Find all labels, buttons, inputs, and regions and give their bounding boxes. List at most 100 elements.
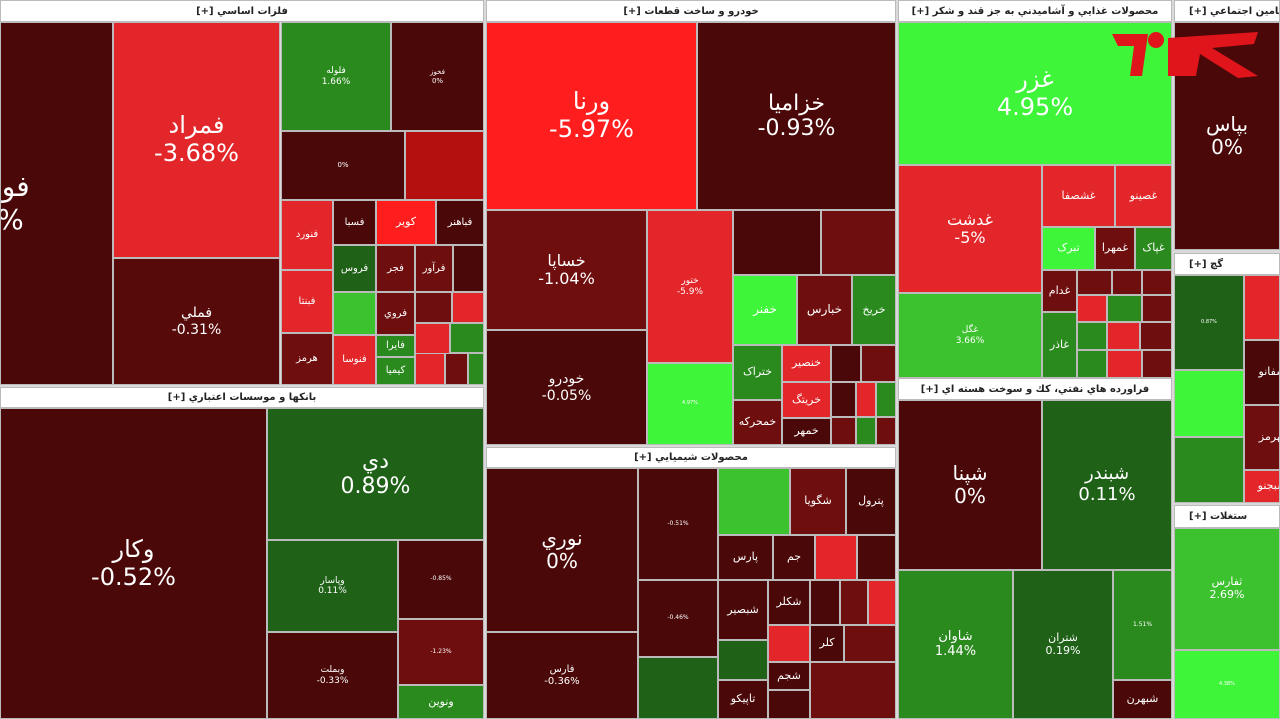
tile[interactable]: فولاد0%	[0, 22, 113, 385]
tile[interactable]: خمهر	[782, 418, 831, 445]
tile[interactable]: خريخ	[852, 275, 896, 345]
tile[interactable]: فنورد	[281, 200, 333, 270]
tile[interactable]: ورنا -5.97%	[486, 22, 697, 210]
tile[interactable]: فمراد -3.68%	[113, 22, 280, 258]
tile[interactable]: -1.23%	[398, 619, 484, 685]
tile[interactable]: فرآور	[415, 245, 453, 292]
tile[interactable]: شگويا	[790, 468, 846, 535]
tile[interactable]: فنوسا	[333, 335, 376, 385]
sector-title[interactable]: گچ [+]	[1174, 253, 1280, 275]
sector-title[interactable]: بانکها و موسسات اعتباري [+]	[0, 387, 484, 408]
tile[interactable]: خودرو -0.05%	[486, 330, 647, 445]
tile[interactable]: وپاسار 0.11%	[267, 540, 398, 632]
tile[interactable]: فبنتا	[281, 270, 333, 333]
tile[interactable]: کویر	[376, 200, 436, 245]
tile[interactable]: هرمز	[281, 333, 333, 385]
tile-blank	[452, 292, 484, 323]
tile[interactable]: ثفارس 2.69%	[1174, 528, 1280, 650]
ticker: شبصير	[727, 602, 759, 616]
sector-title-text: فراورده هاي نفتي، كك و سوخت هسته اي [+]	[920, 383, 1150, 395]
tile[interactable]: فجر	[376, 245, 415, 292]
tile[interactable]: -0.46%	[638, 580, 718, 657]
tile[interactable]: شکلر	[768, 580, 810, 625]
tile[interactable]: -0.85%	[398, 540, 484, 619]
tile[interactable]: تبرک	[1042, 227, 1095, 270]
sector-title[interactable]: محصولات غذايي و آشاميدني به جز قند و شکر…	[898, 0, 1172, 22]
tile[interactable]: فخوز 0%	[391, 22, 484, 131]
change: 4.97%	[682, 400, 698, 407]
change: 3.66%	[955, 335, 985, 346]
tile-blank	[1107, 322, 1140, 350]
tile[interactable]: تاپيکو	[718, 680, 768, 719]
tile[interactable]: خريتگ	[782, 382, 831, 418]
tile[interactable]: ختراک	[733, 345, 782, 400]
tile[interactable]: شجم	[768, 662, 810, 690]
ticker: شجم	[777, 668, 801, 682]
tile[interactable]: فباهنر	[436, 200, 484, 245]
tile[interactable]: پارس	[718, 535, 773, 580]
tile[interactable]: فلوله 1.66%	[281, 22, 391, 131]
tile[interactable]: غمهرا	[1095, 227, 1135, 270]
tile[interactable]: نوري 0%	[486, 468, 638, 632]
change: 0%	[1211, 135, 1243, 159]
tile-blank	[1174, 370, 1244, 437]
sector-title[interactable]: فلزات اساسي [+]	[0, 0, 484, 22]
tile[interactable]: کلر	[810, 625, 844, 662]
tile[interactable]: 0%	[281, 131, 405, 200]
tile[interactable]: فارس -0.36%	[486, 632, 638, 719]
tile[interactable]: فايرا	[376, 335, 415, 357]
tile[interactable]: غصينو	[1115, 165, 1172, 227]
tile[interactable]: غاذر	[1042, 312, 1077, 378]
tile[interactable]: غدام	[1042, 270, 1077, 312]
tile[interactable]: غشصفا	[1042, 165, 1115, 227]
sector-title[interactable]: خودرو و ساخت قطعات [+]	[486, 0, 896, 22]
tile[interactable]: خفنر	[733, 275, 797, 345]
tile-blank	[857, 535, 896, 580]
tile[interactable]: شاوان 1.44%	[898, 570, 1013, 719]
sector-title[interactable]: رتامين اجتماعي [+]	[1174, 0, 1280, 22]
change: -1.04%	[538, 269, 595, 288]
tile[interactable]: بهرمز	[1244, 405, 1280, 470]
tile[interactable]: ونوين	[398, 685, 484, 719]
tile[interactable]: خزاميا -0.93%	[697, 22, 896, 210]
sector-title[interactable]: محصولات شيميايي [+]	[486, 447, 896, 468]
tile[interactable]: خساپا -1.04%	[486, 210, 647, 330]
tile[interactable]: شپنا 0%	[898, 400, 1042, 570]
tile[interactable]: خبارس	[797, 275, 852, 345]
ticker: غپاک	[1142, 241, 1165, 255]
tile[interactable]: فروي	[376, 292, 415, 335]
tile-blank	[768, 690, 810, 719]
tile[interactable]: 4.97%	[647, 363, 733, 445]
tile[interactable]: شبصير	[718, 580, 768, 640]
tile[interactable]: خمحرکه	[733, 400, 782, 445]
tile[interactable]: 0.87%	[1174, 275, 1244, 370]
tile[interactable]: شتران 0.19%	[1013, 570, 1113, 719]
tile[interactable]: غدشت -5%	[898, 165, 1042, 293]
ticker: خمحرکه	[738, 415, 777, 429]
ticker: غزر	[1016, 64, 1054, 93]
tile[interactable]: شبندر 0.11%	[1042, 400, 1172, 570]
tile[interactable]: جم	[773, 535, 815, 580]
tile[interactable]: وبملت -0.33%	[267, 632, 398, 719]
tile[interactable]: فسبا	[333, 200, 376, 245]
tile[interactable]: وکار -0.52%	[0, 408, 267, 719]
change: 4.38%	[1219, 680, 1235, 687]
tile[interactable]: غپاک	[1135, 227, 1172, 270]
sector-title[interactable]: فراورده هاي نفتي، كك و سوخت هسته اي [+]	[898, 378, 1172, 400]
sector-title[interactable]: ستغلات [+]	[1174, 505, 1280, 528]
tile[interactable]: فروس	[333, 245, 376, 292]
tile[interactable]: کيميا	[376, 357, 415, 385]
tile[interactable]: دي 0.89%	[267, 408, 484, 540]
tile[interactable]: پترول	[846, 468, 896, 535]
tile[interactable]: غگل 3.66%	[898, 293, 1042, 378]
change: 0.11%	[1078, 484, 1136, 505]
tile[interactable]: فملي -0.31%	[113, 258, 280, 385]
tile[interactable]: 1.51%	[1113, 570, 1172, 680]
tile[interactable]: خنصير	[782, 345, 831, 382]
tile[interactable]: -0.51%	[638, 468, 718, 580]
tile[interactable]: سبجنو	[1244, 470, 1280, 503]
tile[interactable]: 4.38%	[1174, 650, 1280, 719]
tile[interactable]: سفانو	[1244, 340, 1280, 405]
tile[interactable]: ختور -5.9%	[647, 210, 733, 363]
tile[interactable]: شبهرن	[1113, 680, 1172, 719]
